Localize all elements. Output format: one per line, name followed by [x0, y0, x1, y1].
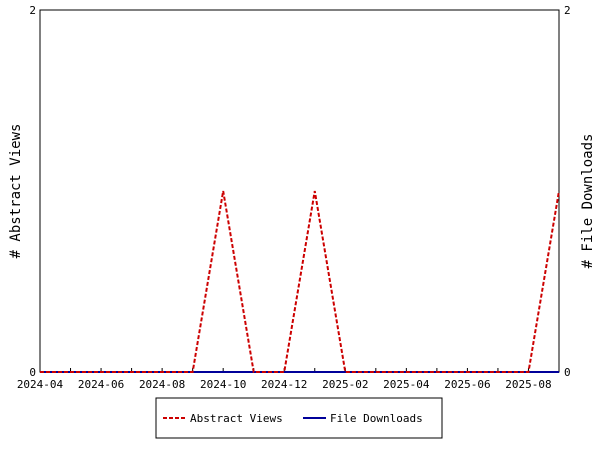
x-tick-label: 2024-08 — [139, 378, 185, 391]
y-left-tick-label-max: 2 — [29, 4, 36, 17]
legend-label-file-downloads: File Downloads — [330, 412, 423, 425]
x-tick-label: 2024-04 — [17, 378, 64, 391]
x-tick-label: 2025-08 — [505, 378, 551, 391]
x-tick-label: 2024-06 — [78, 378, 124, 391]
x-tick-label: 2025-02 — [322, 378, 368, 391]
x-tick-label: 2025-04 — [383, 378, 430, 391]
x-tick-label: 2024-10 — [200, 378, 246, 391]
plot-area — [39, 9, 560, 373]
y-right-axis-title: # File Downloads — [580, 134, 596, 269]
series-layer — [40, 190, 560, 373]
x-tick-labels: 2024-04 2024-06 2024-08 2024-10 2024-12 2025-… — [17, 378, 552, 391]
y-right-tick-label-max: 2 — [564, 4, 571, 17]
y-right-tick-label-min: 0 — [564, 366, 571, 379]
x-tick-label: 2025-06 — [444, 378, 490, 391]
legend-label-abstract-views: Abstract Views — [190, 412, 283, 425]
series-line-abstract-views — [40, 190, 560, 373]
legend-box — [155, 397, 443, 439]
legend: Abstract Views File Downloads — [155, 397, 443, 439]
y-left-tick-label-min: 0 — [29, 366, 36, 379]
x-tick-label: 2024-12 — [261, 378, 307, 391]
y-left-axis-title: # Abstract Views — [8, 124, 24, 259]
